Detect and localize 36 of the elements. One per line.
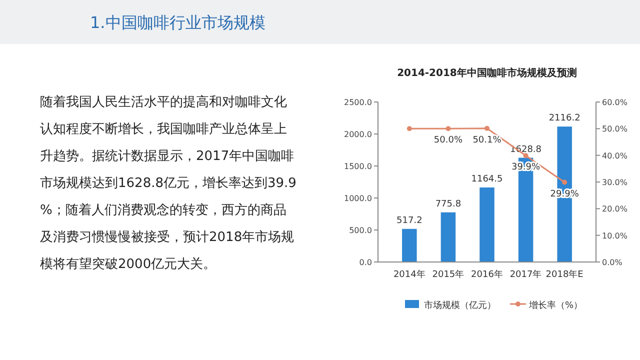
y2-tick-label: 10.0% — [602, 231, 628, 240]
y-tick-label: 2500.0 — [344, 98, 372, 107]
point — [406, 126, 412, 132]
data-label: 50.0% — [434, 136, 463, 146]
data-label: 2116.2 — [548, 114, 580, 124]
y2-tick-label: 20.0% — [602, 204, 628, 214]
data-label: 1164.5 — [471, 174, 503, 184]
x-tick-label: 2018年E — [546, 269, 584, 280]
bar — [402, 228, 417, 262]
data-label: 50.1% — [472, 135, 502, 146]
chart-title: 2014-2018年中国咖啡市场规模及预测 — [397, 67, 577, 79]
data-label: 517.2 — [396, 216, 422, 226]
x-tick-label: 2016年 — [471, 269, 503, 280]
bar — [440, 212, 456, 262]
y-tick-label: 500.0 — [349, 226, 372, 235]
y-tick-label: 2000.0 — [344, 130, 372, 139]
legend-label: 增长率（%） — [528, 300, 583, 311]
data-label: 775.8 — [435, 199, 462, 210]
point — [562, 180, 568, 185]
y-tick-label: 1000.0 — [344, 194, 372, 203]
y2-tick-label: 50.0% — [602, 124, 628, 134]
y-tick-label: 0.0 — [359, 258, 372, 267]
y2-tick-label: 60.0% — [602, 98, 628, 107]
legend-label: 市场规模（亿元） — [424, 300, 496, 311]
text: 随着我国人民生活水平的提高和对咖啡文化认知程度不断增长，我国咖啡产业总体呈上升趋势。据统计数据显示，2017年中国咖啡市场规模达到1628.8亿元，增长率达到39.9%；随着人们消费观念的转变，西方的商品及消费习惯慢慢被接受，预计2018年市场规模将有望突破2000亿元大关。 — [40, 94, 296, 272]
point — [446, 126, 451, 132]
y2-tick-label: 0.0% — [602, 258, 623, 267]
text: 1.中国咖啡行业市场规模 — [90, 13, 266, 32]
x-tick-label: 2015年 — [432, 269, 464, 280]
point — [484, 126, 490, 131]
bar — [480, 187, 494, 262]
y2-tick-label: 30.0% — [602, 178, 628, 187]
y-tick-label: 1500.0 — [344, 162, 372, 171]
x-tick-label: 2017年 — [510, 269, 542, 280]
y2-tick-label: 40.0% — [602, 151, 628, 160]
x-tick-label: 2014年 — [393, 269, 426, 280]
